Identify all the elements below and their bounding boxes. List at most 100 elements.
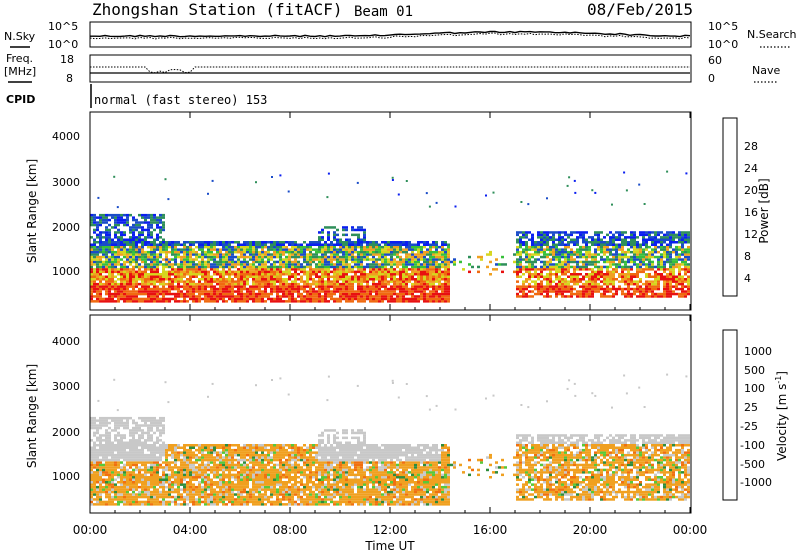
power-cell <box>273 241 276 244</box>
power-cell <box>267 280 270 283</box>
power-cell <box>648 288 651 291</box>
power-cell <box>342 283 345 286</box>
power-cell <box>606 288 609 291</box>
power-cell <box>651 283 654 286</box>
power-cell <box>282 283 285 286</box>
velocity-cell <box>147 419 150 422</box>
power-cell <box>342 276 345 279</box>
power-cell <box>324 276 327 279</box>
power-cell <box>201 273 204 276</box>
power-cell <box>252 273 255 276</box>
power-cell <box>648 283 651 286</box>
velocity-cell <box>147 471 150 474</box>
power-cell <box>363 285 366 288</box>
power-cell <box>423 300 426 303</box>
power-cell <box>681 288 684 291</box>
power-cell <box>600 295 603 298</box>
velocity-cell <box>159 459 162 462</box>
power-cell <box>153 214 156 217</box>
power-cell <box>240 293 243 296</box>
power-cell <box>392 179 394 181</box>
power-cell <box>555 253 558 256</box>
power-cell <box>405 271 408 274</box>
power-cell <box>573 266 576 269</box>
power-cell <box>429 248 432 251</box>
power-cell <box>321 251 324 254</box>
velocity-cell <box>144 447 147 450</box>
power-cell <box>276 290 279 293</box>
power-cell <box>339 276 342 279</box>
power-cell <box>399 268 402 271</box>
power-cell <box>684 293 687 296</box>
power-cell <box>153 248 156 251</box>
power-cell <box>309 244 312 247</box>
power-cell <box>573 251 576 254</box>
power-cell <box>609 273 612 276</box>
power-cell <box>150 268 153 271</box>
power-cell <box>165 253 168 256</box>
power-cell <box>309 246 312 249</box>
power-cell <box>591 290 594 293</box>
power-cell <box>600 276 603 279</box>
power-cell <box>177 271 180 274</box>
power-cell <box>171 273 174 276</box>
velocity-cell <box>144 471 147 474</box>
velocity-cell <box>111 491 114 494</box>
power-cell <box>249 268 252 271</box>
power-cell <box>159 300 162 303</box>
power-cell <box>381 295 384 298</box>
power-cell <box>252 248 255 251</box>
power-cell <box>573 271 576 274</box>
velocity-cell <box>150 501 153 504</box>
power-cell <box>408 258 411 261</box>
power-cell <box>417 266 420 269</box>
power-cell <box>408 298 411 301</box>
power-cell <box>243 251 246 254</box>
power-cell <box>348 295 351 298</box>
power-cell <box>561 280 564 283</box>
power-cell <box>201 271 204 274</box>
power-cell <box>411 263 414 266</box>
power-cell <box>681 231 684 234</box>
power-cell <box>270 293 273 296</box>
power-cell <box>201 268 204 271</box>
power-cell <box>645 276 648 279</box>
power-cell <box>414 288 417 291</box>
power-cell <box>555 276 558 279</box>
power-cell <box>189 266 192 269</box>
velocity-cell <box>132 469 135 472</box>
power-cell <box>675 248 678 251</box>
power-cell <box>255 244 258 247</box>
power-cell <box>411 248 414 251</box>
power-cell <box>324 288 327 291</box>
power-cell <box>105 290 108 293</box>
power-cell <box>426 285 429 288</box>
power-cell <box>114 276 117 279</box>
power-cell <box>522 241 525 244</box>
power-cell <box>660 266 663 269</box>
power-cell <box>129 283 132 286</box>
power-cell <box>354 256 357 258</box>
power-cell <box>216 261 219 264</box>
power-cell <box>228 295 231 298</box>
power-cell <box>93 241 96 244</box>
power-cell <box>378 288 381 291</box>
power-cell <box>357 285 360 288</box>
power-cell <box>141 216 144 219</box>
power-cell <box>354 273 357 276</box>
power-cell <box>342 271 345 274</box>
power-cell <box>345 293 348 296</box>
velocity-cell <box>93 424 96 427</box>
power-cell <box>252 251 255 254</box>
velocity-cell <box>156 479 159 482</box>
power-cell <box>390 288 393 291</box>
power-cell <box>291 276 294 279</box>
power-cell <box>597 278 600 281</box>
velocity-cell <box>144 488 147 491</box>
power-cell <box>276 293 279 296</box>
power-cell <box>105 246 108 249</box>
power-cell <box>126 248 129 251</box>
power-cell <box>621 293 624 296</box>
power-cell <box>212 180 214 182</box>
power-cell <box>159 241 162 244</box>
